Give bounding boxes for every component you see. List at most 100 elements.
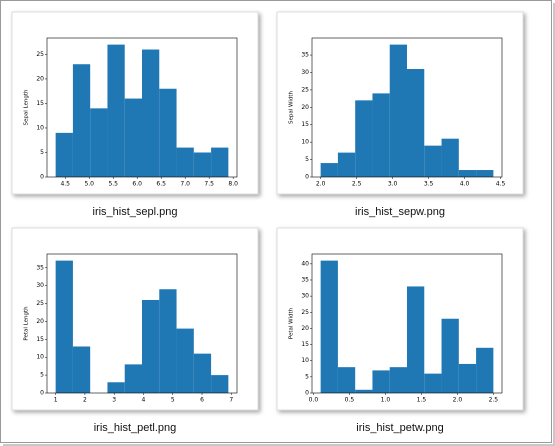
bar: [211, 375, 229, 393]
bar: [355, 389, 373, 393]
bar: [211, 147, 229, 177]
file-name: iris_hist_sepl.png: [93, 206, 178, 218]
y-tick-label: 25: [36, 300, 44, 307]
y-axis-label: Sepal Length: [24, 89, 30, 125]
y-tick-label: 20: [36, 318, 44, 325]
x-tick-label: 2.5: [489, 397, 499, 404]
thumbnail[interactable]: 0 5 10 15 20 25 30 35 2.0 2.5 3.0 3.5 4.0 4.5 Sepal Wi…: [276, 11, 524, 218]
y-tick-label: 10: [301, 139, 309, 146]
x-tick-label: 1: [54, 397, 58, 404]
plot-frame: [46, 37, 238, 178]
bar: [320, 163, 338, 177]
y-tick-label: 0: [40, 390, 44, 397]
bar: [142, 299, 160, 393]
x-tick-label: 3.5: [424, 181, 434, 188]
bar: [337, 152, 356, 177]
y-tick-label: 10: [36, 354, 44, 361]
bar: [193, 353, 212, 393]
bar: [176, 328, 194, 393]
file-name: iris_hist_petw.png: [356, 422, 443, 434]
bar: [389, 44, 407, 177]
x-tick-label: 1.0: [381, 397, 391, 404]
y-axis-label: Petal Length: [24, 306, 30, 341]
bar: [55, 132, 73, 177]
x-tick-label: 2.0: [453, 397, 463, 404]
bar: [107, 44, 125, 177]
x-tick-label: 5: [171, 397, 175, 404]
bar: [337, 367, 356, 393]
y-tick-label: 10: [36, 124, 44, 131]
y-tick-label: 5: [40, 149, 44, 156]
x-tick-label: 3: [112, 397, 116, 404]
x-tick-label: 2.5: [352, 181, 362, 188]
bar: [424, 373, 442, 393]
x-tick-label: 5.0: [84, 181, 94, 188]
x-tick-label: 8.0: [228, 181, 238, 188]
y-tick-label: 15: [301, 341, 309, 348]
x-tick-label: 7.0: [180, 181, 190, 188]
bar: [124, 98, 142, 177]
x-tick-label: 7: [229, 397, 233, 404]
bar: [458, 170, 477, 177]
bar: [159, 289, 177, 393]
y-tick-label: 35: [301, 276, 309, 283]
y-tick-label: 0: [305, 390, 309, 397]
x-tick-label: 0.0: [309, 397, 319, 404]
thumbnail[interactable]: 0 5 10 15 20 25 4.5 5.0 5.5 6.0 6.5 7.0 7.5 8.0 Sepal …: [11, 11, 259, 218]
y-tick-label: 5: [305, 156, 309, 163]
bar: [389, 367, 407, 393]
x-tick-label: 2: [83, 397, 87, 404]
plot-frame: [311, 253, 503, 394]
bar: [441, 318, 459, 393]
y-tick-label: 15: [36, 100, 44, 107]
bar: [320, 260, 338, 393]
bar: [142, 49, 160, 177]
y-tick-label: 0: [40, 174, 44, 181]
x-tick-label: 4: [142, 397, 146, 404]
bar: [90, 108, 108, 177]
bar: [372, 93, 390, 177]
y-tick-label: 10: [301, 357, 309, 364]
bar: [458, 363, 477, 393]
y-tick-label: 20: [36, 75, 44, 82]
bar: [72, 64, 91, 177]
bar: [55, 260, 73, 393]
x-tick-label: 7.5: [204, 181, 214, 188]
file-name: iris_hist_petl.png: [94, 422, 177, 434]
x-tick-label: 5.5: [108, 181, 118, 188]
x-tick-label: 4.5: [496, 181, 506, 188]
bar: [407, 286, 425, 393]
bar: [407, 69, 425, 177]
x-tick-label: 0.5: [345, 397, 355, 404]
y-tick-label: 40: [301, 260, 309, 267]
bar: [159, 88, 177, 177]
y-tick-label: 35: [301, 52, 309, 59]
bar: [107, 382, 125, 393]
x-tick-label: 2.0: [316, 181, 326, 188]
y-tick-label: 0: [305, 174, 309, 181]
y-axis-label: Petal Width: [289, 307, 295, 339]
x-tick-label: 6.5: [156, 181, 166, 188]
bar: [124, 364, 142, 393]
thumbnail[interactable]: 0 5 10 15 20 25 30 35 40 0.0 0.5 1.0 1.5 2.0 2.5 Petal …: [276, 227, 524, 434]
y-axis-label: Sepal Width: [289, 90, 295, 124]
y-tick-label: 30: [301, 293, 309, 300]
y-tick-label: 5: [40, 372, 44, 379]
plot-frame: [46, 253, 238, 394]
bar: [424, 145, 442, 177]
x-tick-label: 6: [200, 397, 204, 404]
file-name: iris_hist_sepw.png: [355, 206, 445, 218]
y-tick-label: 25: [36, 51, 44, 58]
bar: [72, 346, 91, 393]
y-tick-label: 25: [301, 86, 309, 93]
bar: [476, 347, 494, 393]
y-tick-label: 20: [301, 325, 309, 332]
bar: [355, 100, 373, 177]
bar: [476, 170, 494, 177]
y-tick-label: 20: [301, 104, 309, 111]
thumbnail[interactable]: 0 5 10 15 20 25 30 35 1 2 3 4 5 6 7 Petal Length iris_hi…: [11, 227, 259, 434]
x-tick-label: 4.0: [460, 181, 470, 188]
x-tick-label: 3.0: [388, 181, 398, 188]
y-tick-label: 15: [36, 336, 44, 343]
